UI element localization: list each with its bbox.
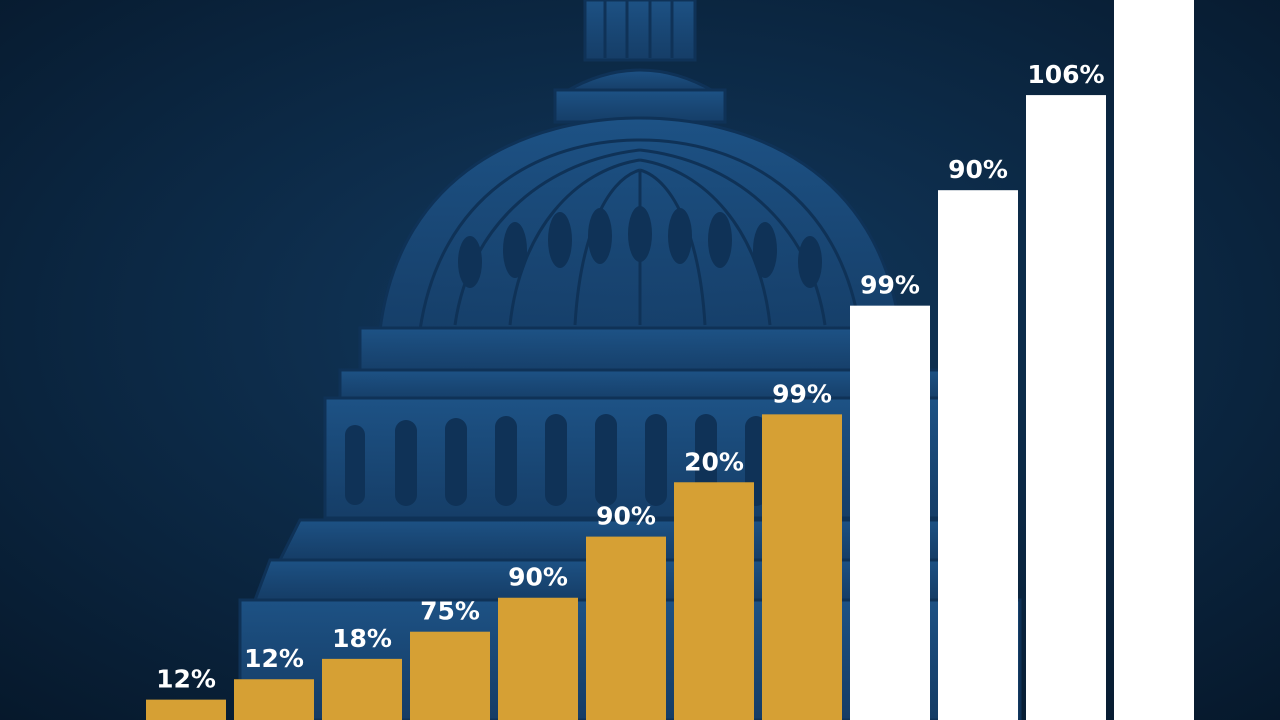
bar-8 (762, 414, 842, 720)
bar-value-label-2: 12% (244, 644, 304, 673)
bar-value-label-9: 99% (860, 271, 920, 300)
bar-7 (674, 482, 754, 720)
bar-4 (410, 631, 490, 720)
bar-value-label-8: 99% (772, 379, 832, 408)
bar-9 (850, 305, 930, 720)
bar-value-label-6: 90% (596, 502, 656, 531)
bar-5 (498, 597, 578, 720)
bar-3 (322, 658, 402, 720)
bar-value-label-1: 12% (156, 665, 216, 694)
bar-value-label-10: 90% (948, 155, 1008, 184)
bar-2 (234, 679, 314, 720)
bar-value-label-4: 75% (420, 597, 480, 626)
bars-group (146, 0, 1194, 720)
bar-6 (586, 536, 666, 720)
bar-value-label-7: 20% (684, 447, 744, 476)
bar-12 (1114, 0, 1194, 720)
bar-value-label-5: 90% (508, 563, 568, 592)
bar-value-label-3: 18% (332, 624, 392, 653)
bar-1 (146, 699, 226, 720)
bar-labels-group: 12% 12% 18% 75% 90% 90% 20% 99% 99% 90% 106% (156, 60, 1105, 694)
bar-10 (938, 190, 1018, 720)
bar-11 (1026, 95, 1106, 720)
bar-value-label-11: 106% (1027, 60, 1104, 89)
